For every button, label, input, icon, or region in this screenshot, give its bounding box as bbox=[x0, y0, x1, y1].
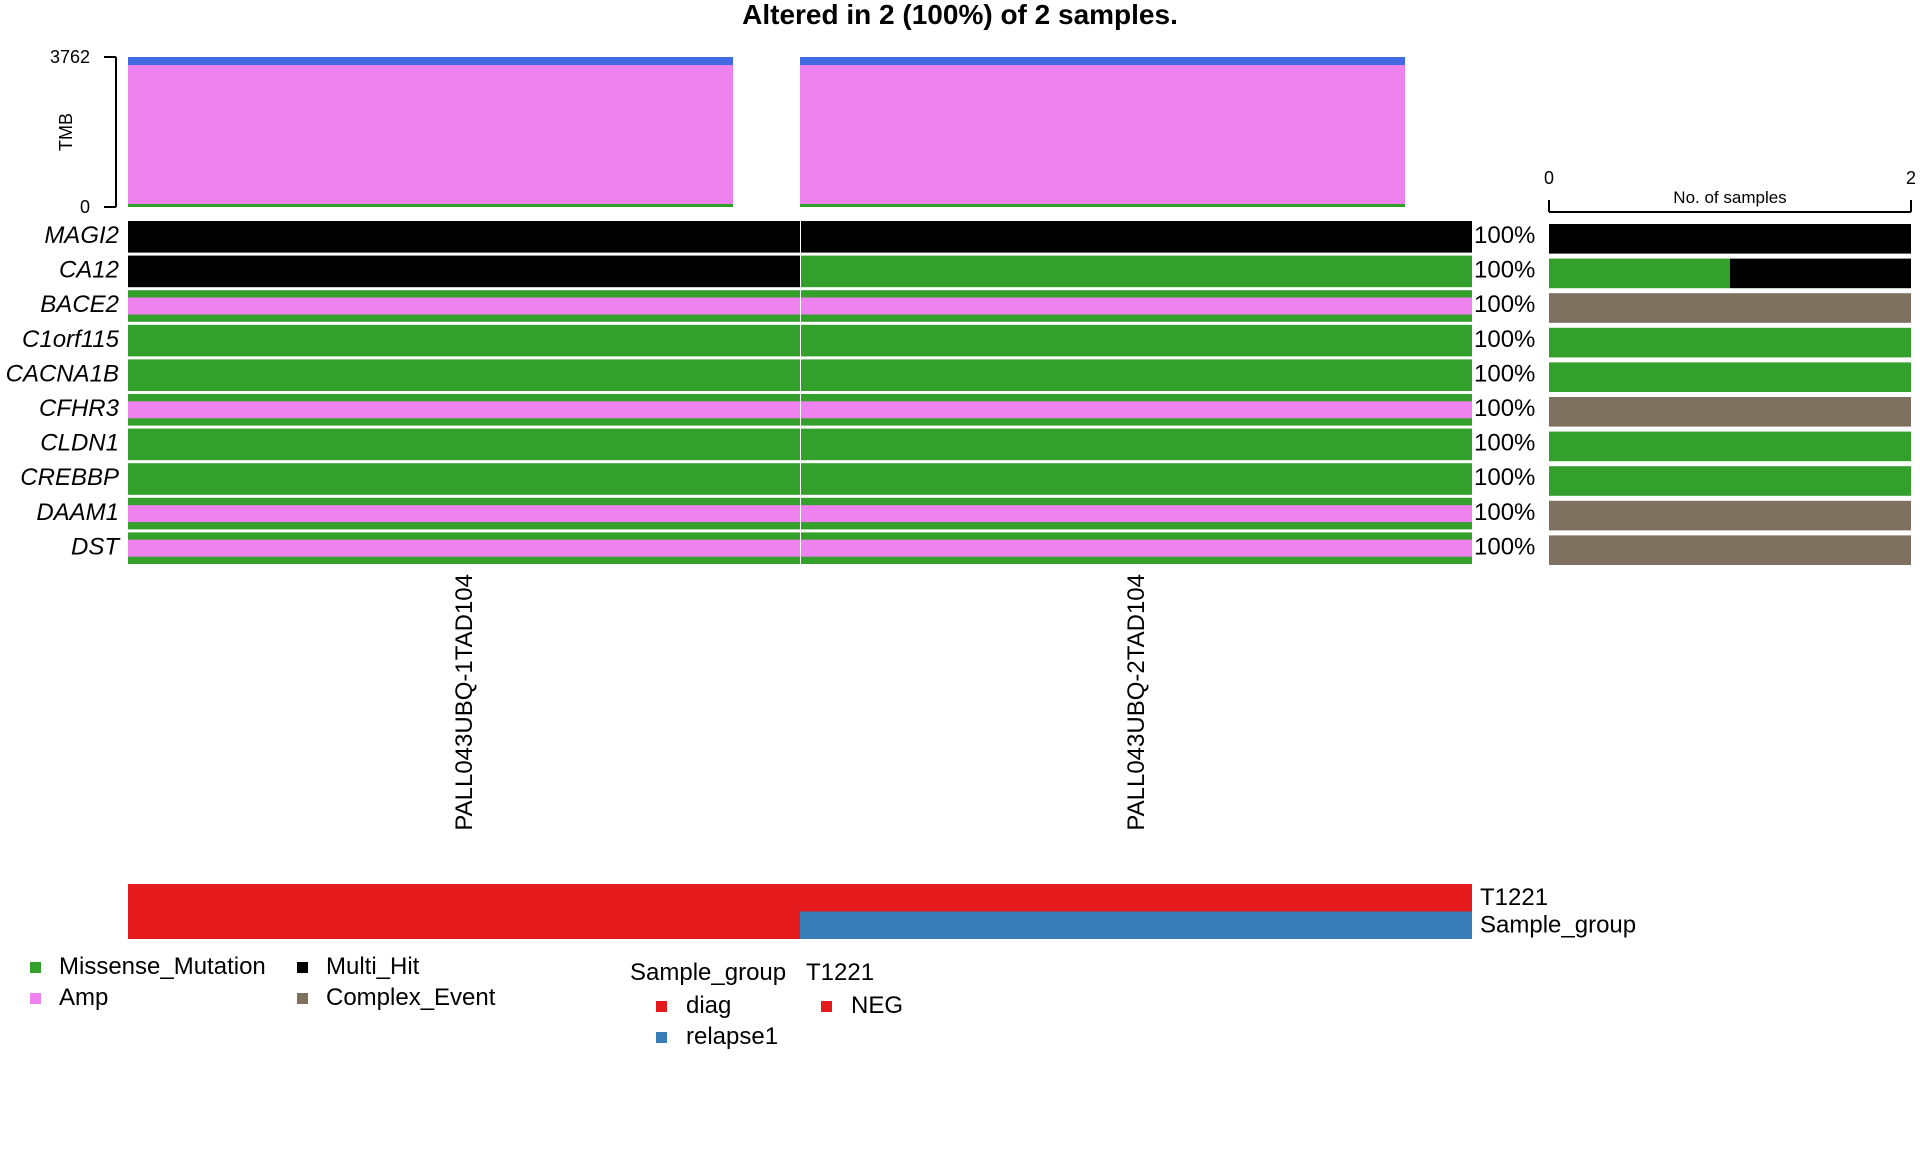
matrix-cell bbox=[128, 324, 800, 357]
matrix-cell-cnv bbox=[128, 401, 800, 419]
percent-label: 100% bbox=[1474, 395, 1535, 422]
matrix-cell-cnv bbox=[128, 539, 800, 557]
genebar-bar bbox=[1549, 397, 1911, 427]
genebar-bar bbox=[1549, 258, 1730, 289]
matrix-cell bbox=[801, 255, 1472, 288]
genebar-bar bbox=[1549, 500, 1911, 531]
percent-label: 100% bbox=[1474, 499, 1535, 526]
matrix-cell bbox=[128, 463, 800, 495]
percent-label: 100% bbox=[1474, 360, 1535, 387]
tmb-bar-segment bbox=[800, 57, 1405, 65]
genebar-bar bbox=[1549, 535, 1911, 565]
tmb-bar-segment bbox=[800, 204, 1405, 207]
gene-label: DST bbox=[71, 533, 121, 560]
legend-group-title: Sample_group bbox=[630, 959, 786, 986]
tmb-bar-segment bbox=[800, 65, 1405, 204]
annotation-track-label: T1221 bbox=[1480, 884, 1548, 911]
legend: Missense_Mutation Multi_Hit Amp Complex_Eve… bbox=[30, 953, 903, 1050]
percent-label: 100% bbox=[1474, 222, 1535, 249]
gene-label: DAAM1 bbox=[36, 499, 119, 526]
matrix-cell-cnv bbox=[801, 401, 1472, 419]
genebar-bar bbox=[1549, 431, 1911, 462]
genebar-bar bbox=[1549, 327, 1911, 358]
annotation-cell bbox=[128, 911, 800, 939]
annotation-cell bbox=[800, 884, 1472, 912]
tmb-axis-label: TMB bbox=[56, 113, 76, 151]
gene-label: CFHR3 bbox=[39, 395, 120, 422]
percent-label: 100% bbox=[1474, 291, 1535, 318]
legend-label: NEG bbox=[851, 992, 903, 1019]
genebar-bar bbox=[1549, 362, 1911, 392]
matrix-cell bbox=[128, 359, 800, 391]
genebar-bar bbox=[1549, 224, 1911, 254]
legend-swatch bbox=[656, 1001, 667, 1012]
matrix-cell bbox=[128, 255, 800, 288]
matrix-cell bbox=[801, 324, 1472, 357]
legend-swatch bbox=[656, 1032, 667, 1043]
matrix-cell-cnv bbox=[801, 539, 1472, 557]
gene-label: BACE2 bbox=[40, 291, 119, 318]
legend-label: Missense_Mutation bbox=[59, 953, 266, 980]
percent-label: 100% bbox=[1474, 326, 1535, 353]
gene-label: CLDN1 bbox=[40, 430, 119, 457]
sample-label: PALL043UBQ-1TAD104 bbox=[451, 574, 478, 831]
annotation-cell bbox=[800, 911, 1472, 939]
chart-title: Altered in 2 (100%) of 2 samples. bbox=[742, 0, 1178, 30]
tmb-bar-segment bbox=[128, 65, 733, 204]
legend-label: Complex_Event bbox=[326, 984, 496, 1011]
matrix-cell bbox=[128, 221, 800, 253]
genebar-bar bbox=[1549, 466, 1911, 496]
matrix-cell bbox=[801, 428, 1472, 461]
tmb-tick-label: 0 bbox=[80, 197, 90, 217]
matrix-cell bbox=[801, 463, 1472, 495]
matrix-cell-cnv bbox=[128, 505, 800, 523]
percent-label: 100% bbox=[1474, 533, 1535, 560]
annotation-track-label: Sample_group bbox=[1480, 912, 1636, 939]
legend-label: Amp bbox=[59, 984, 108, 1011]
gene-label: CREBBP bbox=[20, 464, 119, 491]
percent-label: 100% bbox=[1474, 430, 1535, 457]
tmb-bar-segment bbox=[128, 204, 733, 207]
legend-group-title: T1221 bbox=[806, 959, 874, 986]
annotation-cell bbox=[128, 884, 800, 912]
legend-swatch bbox=[30, 993, 41, 1004]
tmb-tick-label: 3762 bbox=[50, 47, 90, 67]
legend-swatch bbox=[297, 993, 308, 1004]
percent-label: 100% bbox=[1474, 257, 1535, 284]
genebar-tick-label: 2 bbox=[1906, 168, 1916, 188]
legend-label: Multi_Hit bbox=[326, 953, 420, 980]
matrix-cell bbox=[801, 359, 1472, 391]
gene-label: MAGI2 bbox=[44, 222, 119, 249]
matrix-cell-cnv bbox=[128, 297, 800, 315]
genebar-tick-label: 0 bbox=[1544, 168, 1554, 188]
genebar-axis-label: No. of samples bbox=[1673, 188, 1786, 207]
genebar-bar bbox=[1549, 293, 1911, 323]
sample-label: PALL043UBQ-2TAD104 bbox=[1123, 574, 1150, 831]
tmb-panel: 3762 0 TMB bbox=[50, 47, 1405, 217]
legend-label: relapse1 bbox=[686, 1023, 778, 1050]
gene-label: CA12 bbox=[59, 257, 119, 284]
legend-swatch bbox=[30, 962, 41, 973]
matrix-cell-cnv bbox=[801, 297, 1472, 315]
oncomatrix: MAGI2 100% CA12 100% BACE2 100% C1orf115 100% CA… bbox=[6, 221, 1535, 831]
genebar-bar bbox=[1730, 258, 1911, 289]
matrix-cell bbox=[128, 428, 800, 461]
gene-label: C1orf115 bbox=[22, 326, 120, 353]
legend-label: diag bbox=[686, 992, 731, 1019]
tmb-bar-segment bbox=[128, 57, 733, 65]
matrix-cell bbox=[801, 221, 1472, 253]
gene-bar-panel: 0 2 No. of samples bbox=[1544, 168, 1916, 565]
gene-label: CACNA1B bbox=[6, 360, 119, 387]
matrix-cell-cnv bbox=[801, 505, 1472, 523]
legend-swatch bbox=[821, 1001, 832, 1012]
legend-swatch bbox=[297, 962, 308, 973]
percent-label: 100% bbox=[1474, 464, 1535, 491]
